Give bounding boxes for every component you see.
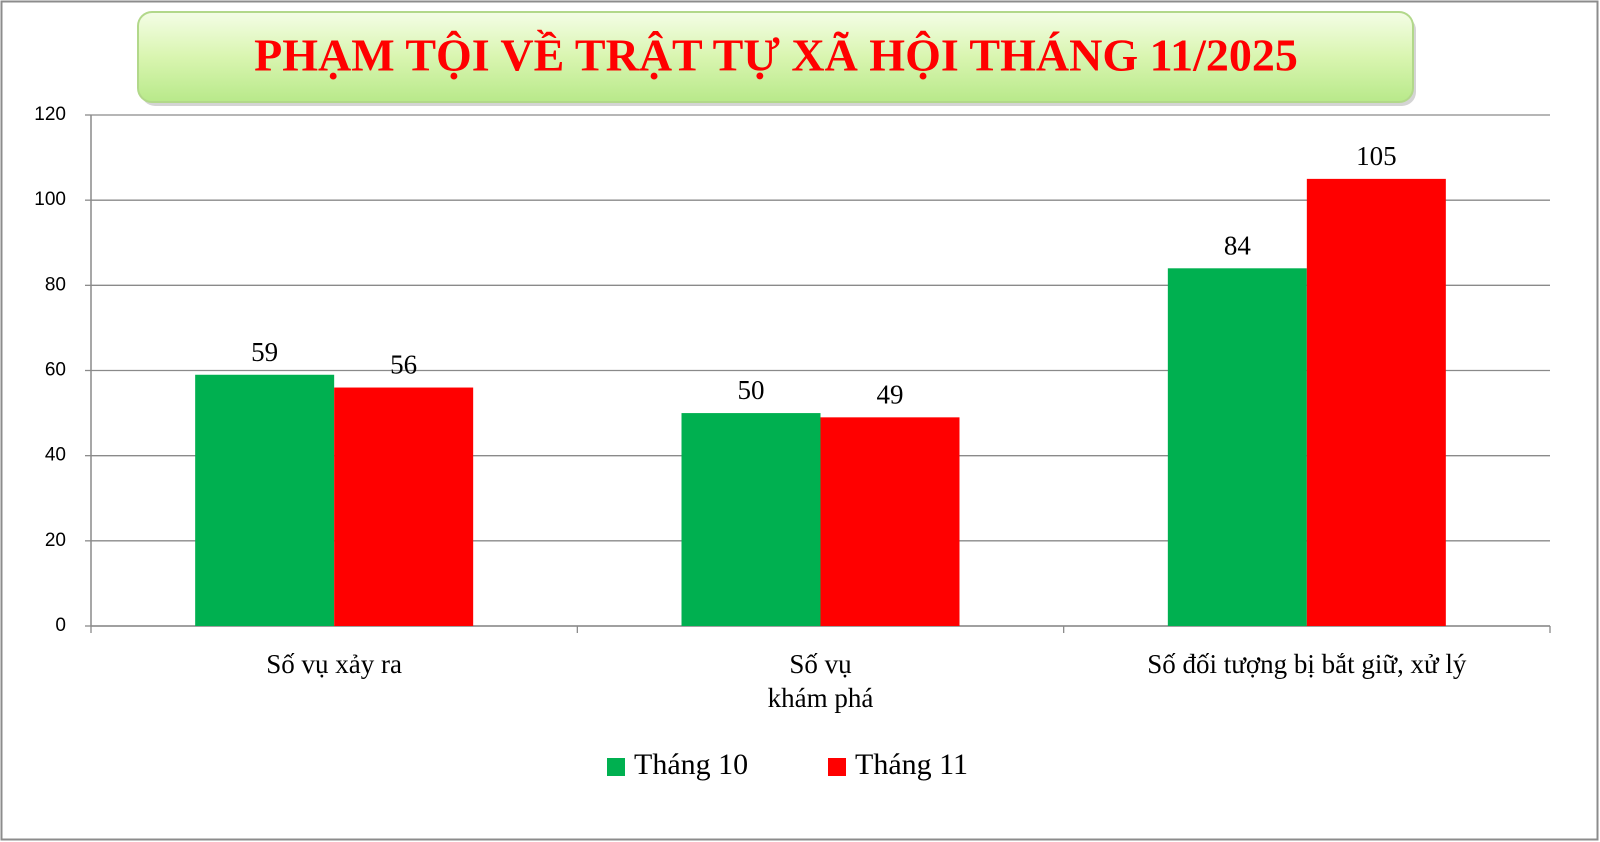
legend-swatch bbox=[607, 758, 625, 776]
x-tick-label: Số vụ xảy ra bbox=[266, 649, 403, 679]
data-label: 84 bbox=[1224, 230, 1252, 260]
x-tick-label: Số vụ khám phá bbox=[767, 649, 874, 713]
y-tick-label: 0 bbox=[55, 615, 66, 636]
data-label: 59 bbox=[251, 337, 278, 367]
bar bbox=[820, 417, 960, 626]
y-tick-label: 60 bbox=[45, 360, 66, 381]
legend-swatch bbox=[828, 758, 846, 776]
legend-label: Tháng 10 bbox=[634, 748, 748, 781]
chart-title: PHẠM TỘI VỀ TRẬT TỰ XÃ HỘI THÁNG 11/2025 bbox=[254, 29, 1298, 81]
data-label: 49 bbox=[877, 379, 904, 409]
y-tick-label: 20 bbox=[45, 530, 66, 551]
bar bbox=[1306, 178, 1446, 626]
bar bbox=[681, 413, 821, 626]
x-tick-label: Số đối tượng bị bắt giữ, xử lý bbox=[1147, 649, 1467, 679]
bar bbox=[1167, 268, 1307, 626]
y-tick-label: 40 bbox=[45, 445, 66, 466]
title-box bbox=[137, 11, 1414, 103]
data-label: 50 bbox=[738, 375, 765, 405]
data-label: 56 bbox=[390, 350, 417, 380]
y-tick-label: 80 bbox=[45, 274, 66, 295]
data-label: 105 bbox=[1356, 141, 1397, 171]
bar bbox=[334, 387, 474, 626]
y-tick-label: 120 bbox=[34, 104, 66, 125]
bar bbox=[195, 374, 335, 626]
legend-label: Tháng 11 bbox=[855, 748, 968, 781]
y-tick-label: 100 bbox=[34, 189, 66, 210]
